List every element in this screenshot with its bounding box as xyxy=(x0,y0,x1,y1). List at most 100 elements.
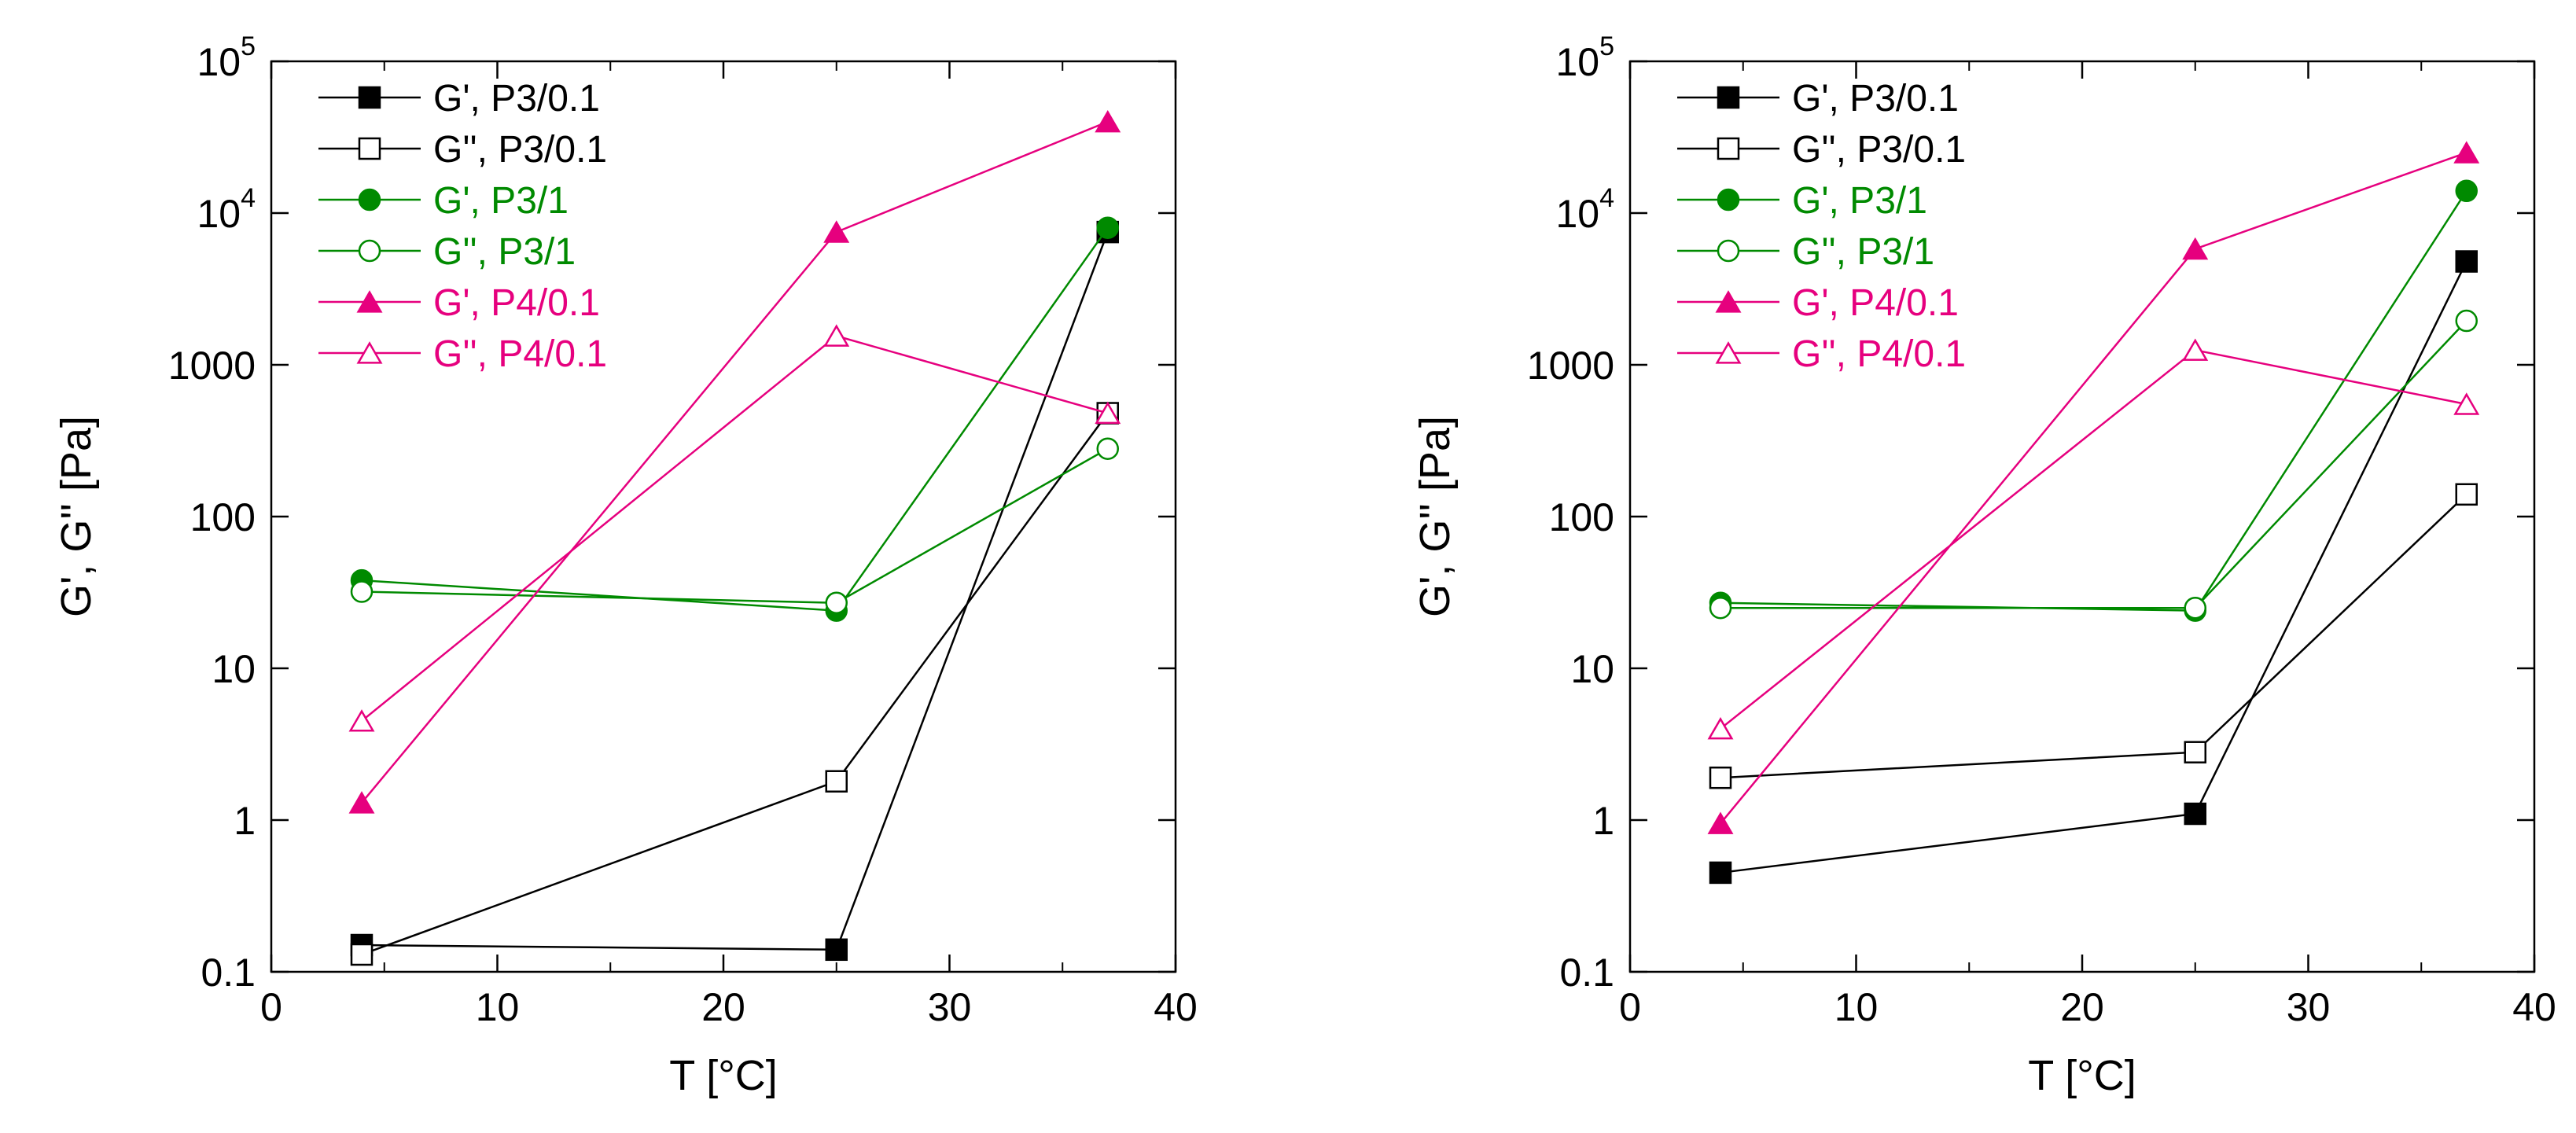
legend-entry: G', P3/1 xyxy=(318,180,569,222)
legend-marker xyxy=(1717,86,1740,109)
data-point xyxy=(2455,483,2478,506)
legend-entry: G'', P3/0.1 xyxy=(318,129,607,171)
x-axis-title: T [°C] xyxy=(2028,1052,2136,1099)
legend-label: G'', P3/0.1 xyxy=(433,129,607,171)
series-1 xyxy=(1709,250,2478,885)
legend-label: G'', P3/0.1 xyxy=(1792,129,1966,171)
legend-entry: G', P3/1 xyxy=(1677,180,1927,222)
legend-entry: G'', P3/0.1 xyxy=(1677,129,1966,171)
y-tick-label-exponent: 5 xyxy=(1599,31,1614,61)
y-tick-label: 1000 xyxy=(168,344,256,388)
x-tick-label: 40 xyxy=(2512,985,2556,1029)
legend-marker xyxy=(1715,290,1742,313)
data-point xyxy=(1096,216,1119,239)
x-tick-label: 10 xyxy=(476,985,520,1029)
x-tick-label: 20 xyxy=(701,985,745,1029)
series-4 xyxy=(350,437,1119,614)
legend-label: G', P3/0.1 xyxy=(1792,78,1959,120)
data-point xyxy=(2184,741,2206,763)
y-tick-label: 1000 xyxy=(1527,344,1614,388)
data-point xyxy=(1709,596,1732,620)
x-tick-label: 0 xyxy=(1619,985,1641,1029)
data-point xyxy=(2453,141,2480,164)
legend-marker xyxy=(358,86,381,109)
series-line xyxy=(361,120,1109,804)
series-1 xyxy=(350,220,1119,962)
x-tick-label: 40 xyxy=(1154,985,1198,1029)
legend-entry: G', P4/0.1 xyxy=(318,282,600,324)
x-tick-label: 0 xyxy=(260,985,282,1029)
data-point xyxy=(2182,237,2209,260)
data-point xyxy=(823,324,850,347)
legend-label: G'', P4/0.1 xyxy=(433,333,607,375)
y-tick-label-base: 10 xyxy=(197,192,241,236)
y-tick-label: 10 xyxy=(212,647,256,691)
y-axis-title: G', G'' [Pa] xyxy=(1411,416,1459,617)
series-line xyxy=(1720,493,2467,779)
y-tick-label-exponent: 4 xyxy=(241,183,256,213)
legend-label: G', P3/0.1 xyxy=(433,78,600,120)
legend-marker xyxy=(356,290,383,313)
data-point xyxy=(2455,179,2478,203)
legend-marker xyxy=(356,341,383,364)
series-line xyxy=(1720,348,2467,730)
legend: G', P3/0.1 G'', P3/0.1 G', P3/1 G'', P3/1 G'… xyxy=(1677,78,1966,375)
legend-label: G', P3/1 xyxy=(1792,180,1927,222)
legend-marker xyxy=(1715,341,1742,364)
y-tick-label: 0.1 xyxy=(1559,951,1614,995)
data-point xyxy=(825,770,848,793)
y-axis-title: G', G'' [Pa] xyxy=(53,416,100,617)
legend-label: G'', P3/1 xyxy=(1792,231,1934,273)
series-5 xyxy=(348,109,1121,814)
legend-entry: G'', P4/0.1 xyxy=(1677,333,1966,375)
x-tick-label: 20 xyxy=(2060,985,2104,1029)
plot-frame xyxy=(270,60,1177,973)
data-point xyxy=(1709,861,1732,885)
legend-label: G', P4/0.1 xyxy=(433,282,600,324)
x-tick-label: 30 xyxy=(2287,985,2331,1029)
x-axis-title: T [°C] xyxy=(669,1052,778,1099)
data-point xyxy=(825,591,848,614)
data-point xyxy=(1709,766,1732,789)
data-point xyxy=(2455,309,2478,333)
legend-marker xyxy=(1717,188,1740,212)
y-tick-label-base: 10 xyxy=(197,40,241,84)
legend-marker xyxy=(358,188,381,212)
data-point xyxy=(2455,250,2478,273)
legend-entry: G', P3/0.1 xyxy=(1677,78,1959,120)
y-tick-label-exponent: 5 xyxy=(241,31,256,61)
series-6 xyxy=(1707,338,2480,740)
data-point xyxy=(1707,716,1734,740)
data-point xyxy=(2182,338,2209,361)
legend-marker xyxy=(358,137,381,160)
y-tick-label: 104 xyxy=(1555,183,1614,236)
legend-entry: G'', P3/1 xyxy=(1677,231,1934,273)
y-tick-label: 0.1 xyxy=(201,951,256,995)
y-tick-label-exponent: 4 xyxy=(1599,183,1614,213)
legend-marker xyxy=(1717,137,1740,160)
y-tick-label: 100 xyxy=(190,495,256,539)
legend-entry: G'', P3/1 xyxy=(318,231,576,273)
data-point xyxy=(350,943,374,966)
y-tick-label: 105 xyxy=(1555,31,1614,84)
y-tick-label-base: 10 xyxy=(1555,40,1599,84)
plot-frame xyxy=(1628,60,2536,973)
data-point xyxy=(2184,596,2206,620)
series-4 xyxy=(1709,309,2478,620)
x-tick-label: 10 xyxy=(1834,985,1879,1029)
data-point xyxy=(1095,109,1121,133)
y-tick-label: 1 xyxy=(1592,799,1614,843)
legend-marker xyxy=(1717,239,1740,263)
data-point xyxy=(823,220,850,243)
legend-entry: G', P4/0.1 xyxy=(1677,282,1959,324)
series-2 xyxy=(350,402,1119,966)
legend-entry: G'', P4/0.1 xyxy=(318,333,607,375)
data-point xyxy=(1096,437,1119,460)
data-point xyxy=(825,938,848,962)
data-point xyxy=(2184,802,2206,826)
y-tick-label: 10 xyxy=(1570,647,1614,691)
legend-label: G'', P4/0.1 xyxy=(1792,333,1966,375)
data-point xyxy=(1095,401,1121,425)
